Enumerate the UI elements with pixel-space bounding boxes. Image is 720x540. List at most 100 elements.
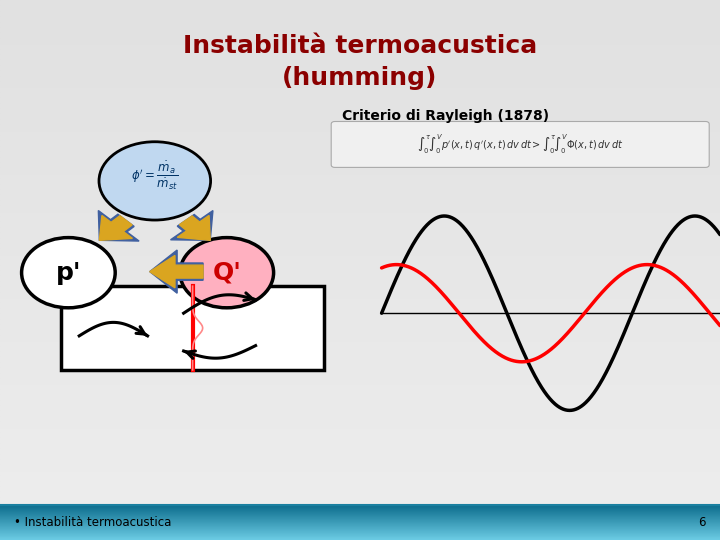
- Bar: [0, 533, 720, 534]
- Bar: [0, 443, 720, 448]
- Bar: [0, 184, 720, 189]
- Bar: [0, 513, 720, 518]
- Bar: [0, 532, 720, 533]
- Bar: [0, 523, 720, 524]
- Bar: [0, 515, 720, 516]
- Circle shape: [22, 238, 115, 308]
- Bar: [0, 530, 720, 531]
- Bar: [0, 221, 720, 227]
- FancyArrow shape: [99, 215, 132, 240]
- Bar: [0, 16, 720, 22]
- Bar: [0, 92, 720, 97]
- Bar: [0, 286, 720, 292]
- Bar: [0, 11, 720, 16]
- Bar: [0, 108, 720, 113]
- Bar: [0, 528, 720, 529]
- Bar: [0, 119, 720, 124]
- Bar: [0, 502, 720, 508]
- Bar: [0, 491, 720, 497]
- Bar: [0, 508, 720, 509]
- Bar: [0, 135, 720, 140]
- Bar: [0, 389, 720, 394]
- FancyBboxPatch shape: [331, 122, 709, 167]
- Bar: [0, 362, 720, 367]
- Bar: [0, 520, 720, 521]
- Bar: [0, 509, 720, 510]
- Text: $\phi' = \dfrac{\dot{m}_a}{\dot{m}_{st}}$: $\phi' = \dfrac{\dot{m}_a}{\dot{m}_{st}}…: [131, 159, 179, 192]
- Bar: [0, 178, 720, 184]
- Bar: [0, 538, 720, 539]
- Bar: [0, 535, 720, 540]
- Bar: [0, 319, 720, 324]
- Bar: [0, 5, 720, 11]
- Bar: [0, 508, 720, 513]
- Bar: [0, 151, 720, 157]
- Bar: [0, 537, 720, 538]
- Bar: [0, 517, 720, 518]
- Bar: [0, 534, 720, 535]
- Bar: [0, 173, 720, 178]
- Bar: [0, 454, 720, 459]
- Bar: [0, 535, 720, 536]
- Bar: [0, 49, 720, 54]
- Bar: [0, 351, 720, 356]
- Bar: [0, 324, 720, 329]
- Bar: [0, 329, 720, 335]
- Bar: [0, 421, 720, 427]
- Bar: [0, 248, 720, 254]
- Bar: [0, 216, 720, 221]
- Bar: [0, 432, 720, 437]
- Bar: [0, 475, 720, 481]
- Bar: [0, 238, 720, 243]
- Bar: [0, 410, 720, 416]
- Bar: [0, 59, 720, 65]
- Bar: [0, 416, 720, 421]
- Bar: [0, 524, 720, 525]
- Bar: [0, 259, 720, 265]
- Bar: [0, 227, 720, 232]
- Bar: [0, 525, 720, 526]
- Text: • Instabilità termoacustica: • Instabilità termoacustica: [14, 516, 172, 529]
- Bar: [0, 383, 720, 389]
- Bar: [0, 103, 720, 108]
- Bar: [0, 76, 720, 81]
- Bar: [0, 335, 720, 340]
- Bar: [0, 510, 720, 511]
- FancyArrow shape: [171, 211, 213, 240]
- Bar: [0, 529, 720, 530]
- Bar: [0, 427, 720, 432]
- Bar: [0, 394, 720, 400]
- FancyArrow shape: [177, 215, 210, 240]
- Bar: [0, 505, 720, 506]
- Bar: [0, 86, 720, 92]
- Text: Q': Q': [212, 261, 241, 285]
- Bar: [0, 313, 720, 319]
- Bar: [0, 448, 720, 454]
- Bar: [0, 38, 720, 43]
- Bar: [0, 539, 720, 540]
- Bar: [0, 497, 720, 502]
- Bar: [0, 470, 720, 475]
- Text: (humming): (humming): [282, 66, 438, 90]
- FancyArrow shape: [150, 255, 203, 288]
- Bar: [0, 232, 720, 238]
- Bar: [0, 527, 720, 528]
- Text: p': p': [55, 261, 81, 285]
- Bar: [0, 297, 720, 302]
- Bar: [0, 340, 720, 346]
- Bar: [0, 346, 720, 351]
- Bar: [0, 513, 720, 514]
- Bar: [0, 292, 720, 297]
- Bar: [0, 437, 720, 443]
- Bar: [0, 514, 720, 515]
- Bar: [0, 140, 720, 146]
- Bar: [0, 97, 720, 103]
- FancyArrow shape: [99, 211, 139, 241]
- Bar: [0, 529, 720, 535]
- Bar: [0, 27, 720, 32]
- Bar: [0, 157, 720, 162]
- Bar: [0, 162, 720, 167]
- Bar: [0, 65, 720, 70]
- Circle shape: [180, 238, 274, 308]
- Bar: [0, 405, 720, 410]
